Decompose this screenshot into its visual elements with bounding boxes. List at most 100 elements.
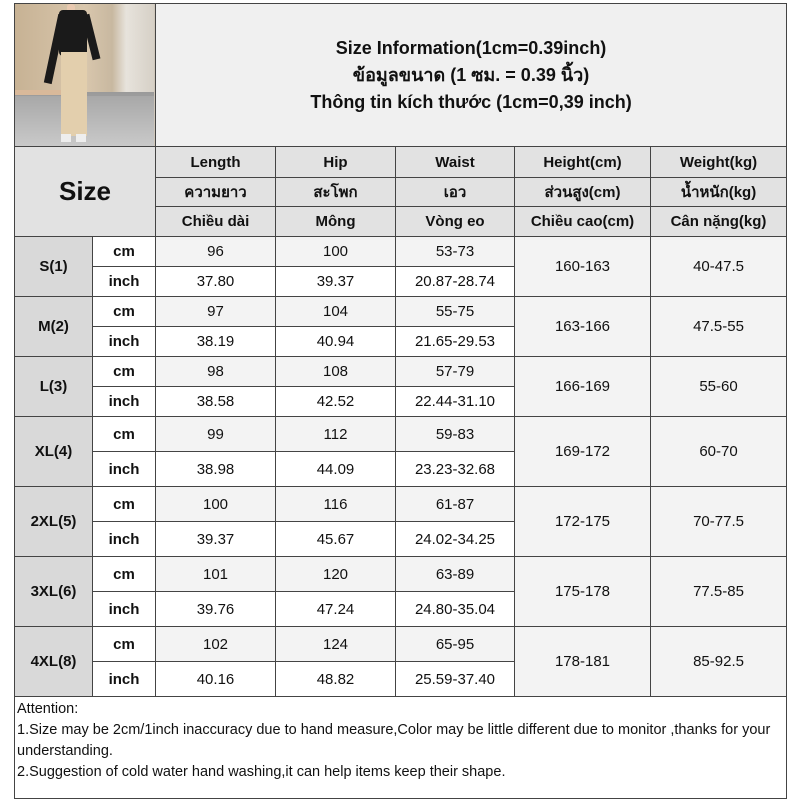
measurement-cell: 112 <box>275 416 396 452</box>
column-header: Cân nặng(kg) <box>649 206 788 237</box>
measurement-cell: 99 <box>155 416 276 452</box>
height-range: 160-163 <box>514 236 651 297</box>
size-chart-table: Size Information(1cm=0.39inch) ข้อมูลขนา… <box>13 3 788 799</box>
weight-range: 70-77.5 <box>649 486 788 557</box>
measurement-cell: 100 <box>155 486 276 522</box>
size-label: L(3) <box>14 356 93 417</box>
table-row: inch 38.98 44.09 23.23-32.68 <box>15 451 787 487</box>
column-header: ความยาว <box>155 177 276 207</box>
unit-label: inch <box>92 326 156 357</box>
measurement-cell: 116 <box>275 486 396 522</box>
measurement-cell: 45.67 <box>275 521 396 557</box>
height-range: 175-178 <box>514 556 651 627</box>
table-row: L(3) cm 98 108 57-79 166-169 55-60 <box>14 356 788 417</box>
size-label: S(1) <box>14 236 93 297</box>
unit-label: cm <box>92 486 156 522</box>
table-row: M(2) cm 97 104 55-75 163-166 47.5-55 <box>14 296 788 357</box>
size-label: 4XL(8) <box>14 626 93 697</box>
unit-label: inch <box>92 591 156 627</box>
measurement-cell: 44.09 <box>275 451 396 487</box>
measurement-cell: 101 <box>155 556 276 592</box>
measurement-cell: 102 <box>155 626 276 662</box>
column-header: Mông <box>275 206 396 237</box>
unit-label: cm <box>92 236 156 267</box>
measurement-cell: 22.44-31.10 <box>395 386 515 417</box>
column-header: น้ำหนัก(kg) <box>649 177 788 207</box>
table-row: inch 38.58 42.52 22.44-31.10 <box>15 386 787 417</box>
column-header: Hip <box>275 146 396 178</box>
measurement-cell: 37.80 <box>155 266 276 297</box>
unit-label: cm <box>92 416 156 452</box>
unit-label: inch <box>92 266 156 297</box>
size-label: XL(4) <box>14 416 93 487</box>
table-row: S(1) cm 96 100 53-73 160-163 40-47.5 <box>14 236 788 297</box>
measurement-cell: 20.87-28.74 <box>395 266 515 297</box>
size-label: 2XL(5) <box>14 486 93 557</box>
unit-label: cm <box>92 356 156 387</box>
unit-label: inch <box>92 521 156 557</box>
measurement-cell: 55-75 <box>395 296 515 327</box>
measurement-cell: 39.37 <box>275 266 396 297</box>
size-label: 3XL(6) <box>14 556 93 627</box>
attention-notes: Attention: 1.Size may be 2cm/1inch inacc… <box>13 696 788 799</box>
column-header: สะโพก <box>275 177 396 207</box>
table-row: inch 39.76 47.24 24.80-35.04 <box>15 591 787 627</box>
measurement-cell: 39.37 <box>155 521 276 557</box>
unit-label: inch <box>92 661 156 697</box>
column-header: ส่วนสูง(cm) <box>514 177 651 207</box>
attention-note-1: 1.Size may be 2cm/1inch inaccuracy due t… <box>17 722 771 759</box>
title-thai: ข้อมูลขนาด (1 ซม. = 0.39 นิ้ว) <box>352 64 590 85</box>
measurement-cell: 40.94 <box>275 326 396 357</box>
column-header: Vòng eo <box>395 206 515 237</box>
weight-range: 40-47.5 <box>649 236 788 297</box>
measurement-cell: 59-83 <box>395 416 515 452</box>
measurement-cell: 124 <box>275 626 396 662</box>
height-range: 166-169 <box>514 356 651 417</box>
weight-range: 60-70 <box>649 416 788 487</box>
measurement-cell: 39.76 <box>155 591 276 627</box>
unit-label: cm <box>92 626 156 662</box>
measurement-cell: 40.16 <box>155 661 276 697</box>
measurement-cell: 98 <box>155 356 276 387</box>
column-header: Chiều cao(cm) <box>514 206 651 237</box>
height-range: 172-175 <box>514 486 651 557</box>
measurement-cell: 24.80-35.04 <box>395 591 515 627</box>
column-header: Weight(kg) <box>649 146 788 178</box>
title-vietnamese: Thông tin kích thước (1cm=0,39 inch) <box>310 91 632 112</box>
measurement-cell: 96 <box>155 236 276 267</box>
measurement-cell: 38.19 <box>155 326 276 357</box>
weight-range: 55-60 <box>649 356 788 417</box>
measurement-cell: 24.02-34.25 <box>395 521 515 557</box>
attention-heading: Attention: <box>17 701 79 717</box>
measurement-cell: 63-89 <box>395 556 515 592</box>
measurement-cell: 97 <box>155 296 276 327</box>
table-row: inch 40.16 48.82 25.59-37.40 <box>15 661 787 697</box>
measurement-cell: 25.59-37.40 <box>395 661 515 697</box>
height-range: 178-181 <box>514 626 651 697</box>
title-english: Size Information(1cm=0.39inch) <box>335 37 607 58</box>
measurement-cell: 48.82 <box>275 661 396 697</box>
table-row: 3XL(6) cm 101 120 63-89 175-178 77.5-85 <box>14 556 788 627</box>
unit-label: cm <box>92 296 156 327</box>
table-row: 4XL(8) cm 102 124 65-95 178-181 85-92.5 <box>14 626 788 697</box>
measurement-cell: 21.65-29.53 <box>395 326 515 357</box>
measurement-cell: 108 <box>275 356 396 387</box>
height-range: 163-166 <box>514 296 651 357</box>
size-info-title: Size Information(1cm=0.39inch) ข้อมูลขนา… <box>154 3 788 147</box>
measurement-cell: 120 <box>275 556 396 592</box>
size-label: M(2) <box>14 296 93 357</box>
unit-label: inch <box>92 451 156 487</box>
column-header: เอว <box>395 177 515 207</box>
attention-note-2: 2.Suggestion of cold water hand washing,… <box>17 764 506 780</box>
table-row: inch 37.80 39.37 20.87-28.74 <box>15 266 787 297</box>
measurement-cell: 61-87 <box>395 486 515 522</box>
measurement-cell: 104 <box>275 296 396 327</box>
table-row: 2XL(5) cm 100 116 61-87 172-175 70-77.5 <box>14 486 788 557</box>
column-header: Height(cm) <box>514 146 651 178</box>
column-header: Waist <box>395 146 515 178</box>
measurement-cell: 57-79 <box>395 356 515 387</box>
height-range: 169-172 <box>514 416 651 487</box>
column-header: Chiều dài <box>155 206 276 237</box>
column-header: Length <box>155 146 276 178</box>
measurement-cell: 38.58 <box>155 386 276 417</box>
